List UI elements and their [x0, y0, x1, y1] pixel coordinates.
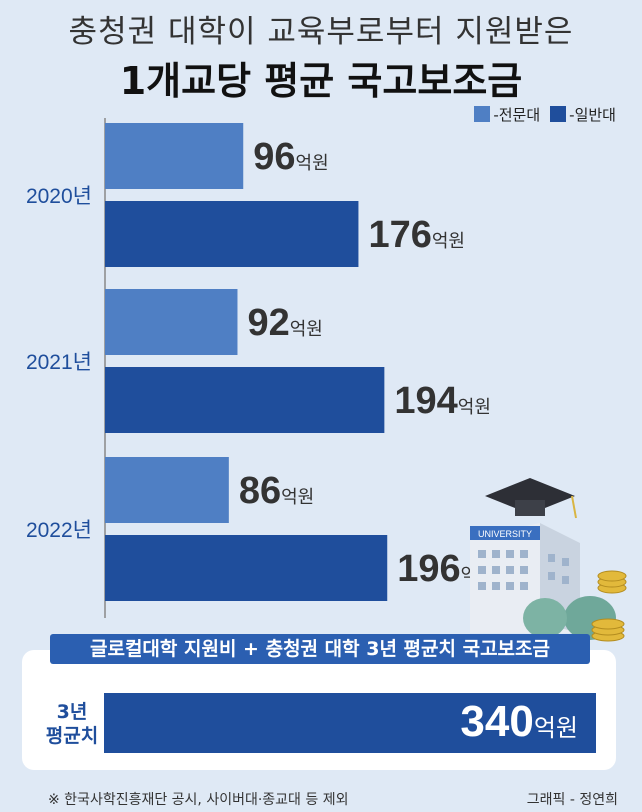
legend-item-college: -전문대	[474, 104, 540, 125]
legend-swatch-college	[474, 106, 491, 122]
bar	[105, 123, 244, 189]
building-windows	[478, 550, 569, 590]
chart-title: 1개교당 평균 국고보조금	[119, 59, 523, 103]
summary-value-unit: 억원	[533, 715, 578, 742]
graduation-cap-base	[515, 500, 545, 516]
legend-item-university: -일반대	[550, 104, 616, 125]
summary-label-line1: 3년	[56, 701, 88, 723]
legend: -전문대 -일반대	[474, 104, 616, 125]
data-label: 86억원	[239, 470, 314, 512]
graduation-cap	[485, 478, 575, 514]
category-label: 2022년	[26, 519, 92, 542]
building-sign-text: UNIVERSITY	[478, 529, 532, 539]
category-label: 2020년	[26, 185, 92, 208]
legend-label-college: -전문대	[493, 106, 541, 124]
summary-bar: 340억원	[104, 693, 596, 753]
building-sign	[470, 526, 540, 540]
legend-label-university: -일반대	[569, 106, 616, 124]
bar	[105, 535, 388, 601]
data-label: 176억원	[368, 214, 465, 256]
data-label: 96억원	[253, 136, 328, 178]
data-label: 194억원	[394, 380, 491, 422]
data-label: 92억원	[247, 302, 322, 344]
legend-swatch-university	[550, 106, 567, 122]
summary-value-number: 340	[460, 697, 534, 746]
summary-label: 3년 평균치	[42, 700, 102, 748]
university-illustration: UNIVERSITY	[470, 478, 627, 642]
summary-label-line2: 평균치	[45, 725, 99, 747]
summary-value: 340억원	[460, 697, 578, 747]
cap-tassel	[571, 495, 577, 519]
money-bag	[523, 598, 567, 638]
bar	[105, 289, 238, 355]
bar	[105, 367, 385, 433]
bar-chart: 2020년96억원176억원2021년92억원194억원2022년86억원196…	[26, 118, 494, 618]
bar	[105, 457, 229, 523]
category-label: 2021년	[26, 351, 92, 374]
chart-subtitle: 충청권 대학이 교육부로부터 지원받은	[68, 14, 574, 50]
graphic-credit: 그래픽 - 정연희	[526, 792, 618, 808]
bar	[105, 201, 359, 267]
summary-banner: 글로컬대학 지원비 + 충청권 대학 3년 평균치 국고보조금	[50, 634, 590, 664]
coin-stack	[591, 570, 627, 642]
source-note: ※ 한국사학진흥재단 공시, 사이버대·종교대 등 제외	[48, 792, 349, 808]
